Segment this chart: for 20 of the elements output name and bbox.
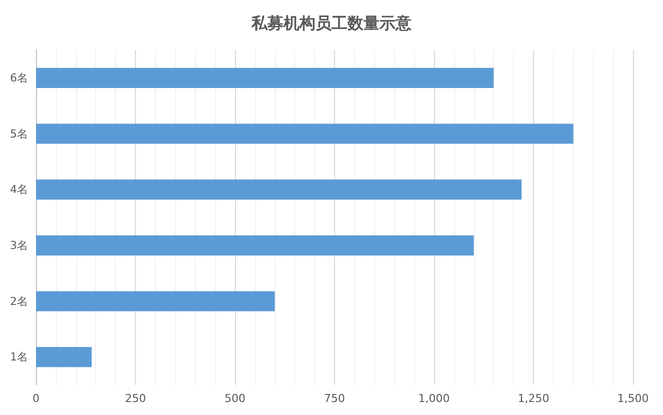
y-tick-label: 3名: [10, 238, 28, 252]
y-tick-label: 4名: [10, 183, 28, 196]
y-tick-label: 5名: [10, 127, 28, 140]
x-tick-label: 1,000: [418, 392, 450, 405]
x-tick-label: 1,250: [518, 392, 550, 405]
x-tick-label: 0: [32, 392, 40, 405]
bar: [36, 124, 574, 144]
bar: [36, 291, 275, 312]
x-tick-label: 500: [224, 392, 246, 405]
bar: [36, 235, 474, 256]
y-tick-label: 2名: [10, 294, 28, 308]
y-tick-label: 6名: [10, 71, 28, 84]
y-tick-label: 1名: [10, 350, 28, 364]
x-tick-label: 750: [324, 392, 345, 405]
x-tick-label: 250: [125, 392, 146, 405]
x-tick-label: 1,500: [617, 392, 649, 405]
bar: [36, 180, 522, 200]
chart-title: 私募机构员工数量示意: [250, 14, 412, 32]
bar: [36, 347, 92, 368]
bar: [36, 68, 494, 88]
